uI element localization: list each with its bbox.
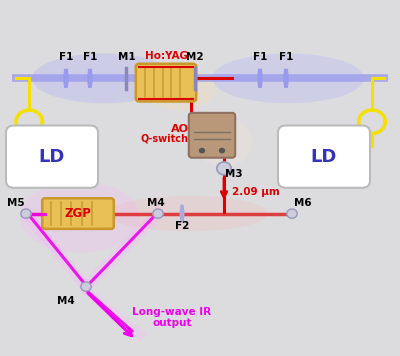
FancyBboxPatch shape <box>136 64 196 101</box>
Text: M5: M5 <box>7 198 25 208</box>
Ellipse shape <box>196 117 252 167</box>
Circle shape <box>21 209 31 218</box>
Text: F1: F1 <box>83 52 98 62</box>
Text: F1: F1 <box>59 52 74 62</box>
Text: M6: M6 <box>294 198 312 208</box>
Text: ZGP: ZGP <box>64 207 92 220</box>
Circle shape <box>199 148 205 153</box>
Ellipse shape <box>212 53 364 103</box>
Text: M4: M4 <box>57 296 75 306</box>
FancyBboxPatch shape <box>6 125 98 188</box>
FancyBboxPatch shape <box>42 198 114 229</box>
Text: LD: LD <box>311 148 337 166</box>
Circle shape <box>287 209 297 218</box>
Text: AO: AO <box>171 124 189 134</box>
Text: F2: F2 <box>175 221 189 231</box>
Text: M1: M1 <box>118 52 136 62</box>
Circle shape <box>153 209 163 218</box>
Circle shape <box>219 148 225 153</box>
Text: Long-wave IR
output: Long-wave IR output <box>132 307 212 328</box>
Ellipse shape <box>144 68 216 110</box>
Text: M4: M4 <box>147 198 165 208</box>
Ellipse shape <box>32 53 176 103</box>
Text: F1: F1 <box>279 52 294 62</box>
Circle shape <box>217 162 231 175</box>
Circle shape <box>81 282 91 291</box>
Text: F1: F1 <box>253 52 267 62</box>
Text: 2.09 μm: 2.09 μm <box>232 187 280 197</box>
Text: LD: LD <box>39 148 65 166</box>
Text: M2: M2 <box>186 52 204 62</box>
Ellipse shape <box>20 182 140 253</box>
Text: Ho:YAG: Ho:YAG <box>144 51 188 61</box>
Text: M3: M3 <box>225 169 242 179</box>
FancyBboxPatch shape <box>189 113 235 158</box>
Ellipse shape <box>108 196 268 231</box>
FancyBboxPatch shape <box>278 125 370 188</box>
Text: Q-switch: Q-switch <box>141 134 189 144</box>
